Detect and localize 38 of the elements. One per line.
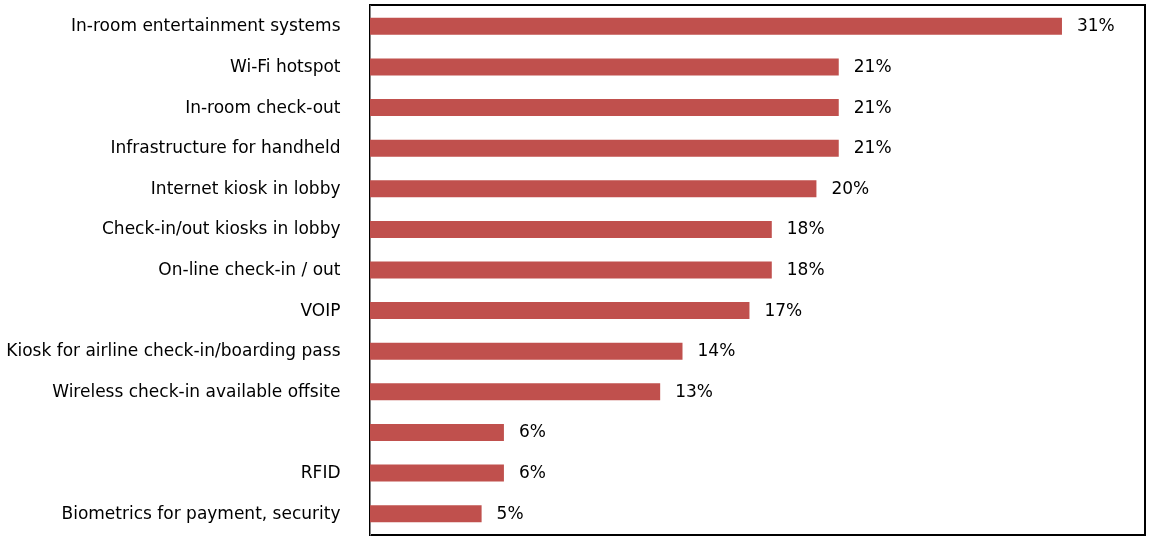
data-label: 21% <box>853 137 892 158</box>
y-tick-label: Biometrics for payment, security <box>61 502 341 523</box>
y-tick-label: Wi-Fi hotspot <box>229 55 341 76</box>
y-tick-label: In-room entertainment systems <box>71 15 341 36</box>
bar <box>370 423 504 441</box>
y-tick-label: Check-in/out kiosks in lobby <box>102 218 341 239</box>
bar <box>370 99 839 117</box>
y-tick-label: In-room check-out <box>185 96 341 117</box>
bar <box>370 180 817 198</box>
data-label: 20% <box>831 177 870 198</box>
data-label: 21% <box>853 96 892 117</box>
data-label: 5% <box>496 502 524 523</box>
bar <box>370 383 661 401</box>
bar <box>370 220 772 238</box>
y-tick-label: VOIP <box>300 299 341 320</box>
data-label: 18% <box>786 259 825 279</box>
y-tick-label: Infrastructure for handheld <box>110 137 341 158</box>
data-label: 17% <box>764 299 803 320</box>
y-tick-label: Wireless check-in available offsite <box>52 380 341 401</box>
bar <box>370 17 1062 35</box>
bar <box>370 261 772 279</box>
data-label: 21% <box>853 55 892 76</box>
bar <box>370 58 839 76</box>
bar <box>370 139 839 157</box>
y-tick-label: On-line check-in / out <box>158 259 341 279</box>
y-tick-label: RFID <box>300 462 341 483</box>
data-label: 6% <box>518 462 546 483</box>
y-tick-label: Internet kiosk in lobby <box>150 177 341 198</box>
data-label: 13% <box>675 380 713 401</box>
data-label: 18% <box>786 218 825 239</box>
bar <box>370 464 504 482</box>
y-tick-label: Kiosk for airline check-in/boarding pass <box>6 340 341 361</box>
bar <box>370 302 750 320</box>
data-label: 14% <box>697 340 736 361</box>
data-label: 31% <box>1076 15 1115 36</box>
bar <box>370 505 482 523</box>
bar <box>370 342 683 360</box>
data-label: 6% <box>518 421 546 442</box>
